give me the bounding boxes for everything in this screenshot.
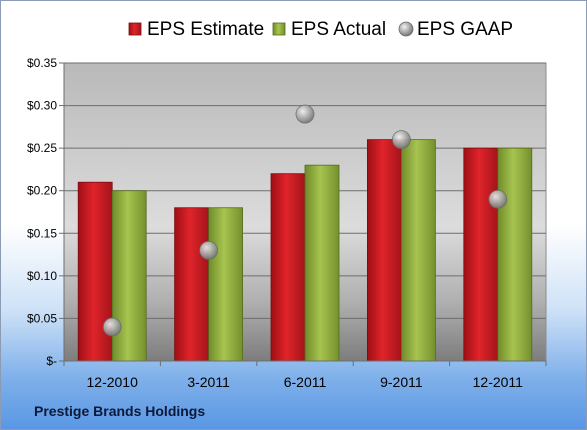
- company-name: Prestige Brands Holdings: [34, 403, 206, 419]
- bar-eps-estimate: [463, 147, 499, 362]
- y-tick-label: $0.10: [27, 269, 57, 283]
- bars: [77, 139, 533, 362]
- point-eps-gaap: [488, 189, 508, 209]
- x-tick-label: 12-2011: [473, 374, 524, 390]
- bar-eps-actual: [400, 139, 436, 362]
- legend-swatch: [272, 22, 286, 36]
- point-eps-gaap: [295, 104, 315, 124]
- legend: EPS Estimate EPS Actual EPS GAAP: [128, 19, 513, 40]
- legend-label: EPS GAAP: [417, 19, 513, 40]
- gaap-points: [102, 104, 508, 337]
- x-axis: 12-2010 3-2011 6-2011 9-2011 12-2011: [63, 360, 547, 390]
- bar-eps-actual: [304, 164, 340, 362]
- y-tick-label: $0.20: [27, 184, 57, 198]
- y-tick-label: $0.15: [27, 226, 57, 240]
- y-tick-label: $0.05: [27, 311, 57, 325]
- legend-item: EPS Estimate: [128, 19, 264, 40]
- bar-eps-estimate: [174, 207, 210, 362]
- x-tick-label: 9-2011: [380, 374, 423, 390]
- bar-eps-actual: [111, 190, 147, 362]
- legend-label: EPS Actual: [291, 19, 386, 40]
- legend-swatch: [128, 22, 142, 36]
- x-tick-label: 6-2011: [284, 374, 327, 390]
- y-tick-label: $0.35: [27, 56, 57, 70]
- y-tick-label: $-: [46, 354, 57, 368]
- point-eps-gaap: [102, 317, 122, 337]
- point-eps-gaap: [391, 130, 411, 150]
- legend-label: EPS Estimate: [147, 19, 264, 40]
- bar-eps-actual: [497, 147, 533, 362]
- y-axis: $- $0.05 $0.10 $0.15 $0.20 $0.25 $0.30 $0.35: [27, 56, 65, 368]
- bar-eps-estimate: [270, 173, 306, 362]
- legend-item: EPS Actual: [272, 19, 386, 40]
- x-tick-label: 12-2010: [87, 374, 139, 390]
- y-tick-label: $0.25: [27, 141, 57, 155]
- bar-eps-estimate: [366, 139, 402, 362]
- x-tick-label: 3-2011: [187, 374, 230, 390]
- bar-eps-actual: [208, 207, 244, 362]
- point-eps-gaap: [199, 240, 219, 260]
- legend-item: EPS GAAP: [398, 19, 513, 40]
- legend-swatch: [398, 21, 414, 37]
- y-tick-label: $0.30: [27, 99, 57, 113]
